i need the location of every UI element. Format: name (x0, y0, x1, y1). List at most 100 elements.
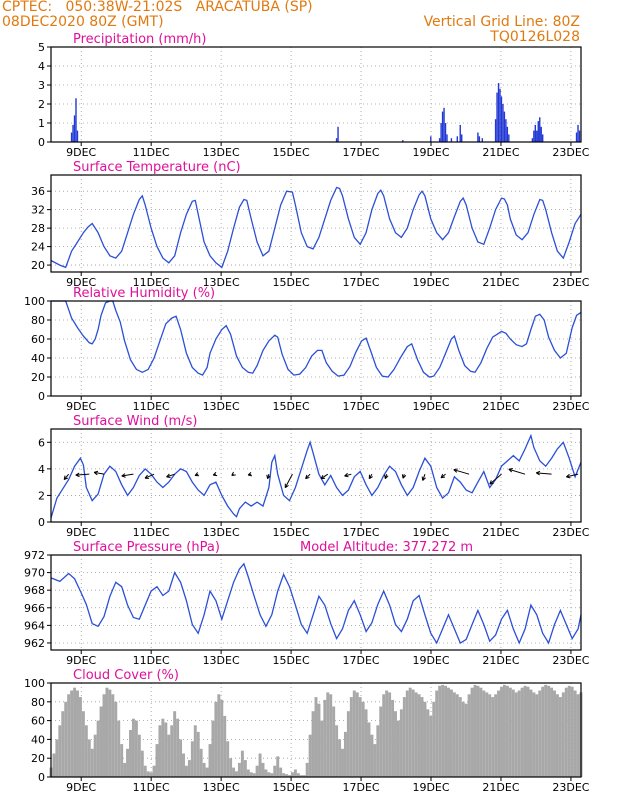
precip-bar (430, 136, 432, 142)
cloud-bar (570, 686, 574, 777)
cloud-bar (408, 687, 412, 777)
cloud-bar (126, 748, 130, 777)
cloud-bar (467, 694, 471, 777)
x-tick-label: 19DEC (412, 276, 449, 289)
cloud-bar (299, 775, 303, 777)
y-tick-label: 972 (24, 549, 45, 562)
cloud-bar (146, 771, 150, 777)
y-tick-label: 36 (31, 185, 45, 198)
cloud-bar (235, 771, 238, 777)
precip-bar (446, 134, 448, 142)
cloud-bar (323, 699, 327, 777)
precip-bar (540, 126, 542, 142)
cloud-bar (187, 760, 191, 777)
model-code: TQ0126L028 (490, 29, 580, 45)
cloud-bar (93, 734, 97, 777)
x-tick-label: 19DEC (412, 781, 449, 794)
wind-arrow (536, 472, 552, 475)
cloud-bar (532, 692, 536, 777)
cloud-bar (311, 711, 315, 777)
wind-arrow (144, 473, 155, 479)
cloud-bar (514, 692, 518, 777)
cloud-bar (561, 692, 565, 777)
model-altitude: Model Altitude: 377.272 m (300, 540, 473, 555)
cloud-bar (402, 697, 406, 777)
wind-arrow (121, 473, 134, 477)
x-tick-label: 19DEC (412, 654, 449, 667)
cloud-bar (152, 765, 156, 777)
precip-bar (499, 88, 501, 142)
x-tick-label: 23DEC (552, 146, 589, 159)
cloud-bar (550, 687, 554, 777)
panel-title-wind: Surface Wind (m/s) (73, 414, 197, 429)
cloud-bar (314, 697, 318, 777)
cloud-bar (199, 748, 203, 777)
cloud-bar (558, 697, 562, 777)
precip-bar (477, 132, 479, 142)
cloud-bar (441, 684, 445, 777)
cloud-bar (193, 725, 197, 777)
cloud-bar (164, 722, 168, 777)
precip-bar (533, 130, 535, 142)
cloud-bar (391, 699, 395, 777)
cloud-bar (364, 709, 368, 777)
cloud-bar (573, 690, 577, 777)
x-tick-label: 21DEC (482, 526, 519, 539)
x-tick-label: 11DEC (133, 146, 170, 159)
plot-frame (50, 554, 582, 651)
y-tick-label: 20 (31, 752, 45, 765)
cloud-bar (358, 697, 362, 777)
x-tick-label: 15DEC (273, 276, 310, 289)
y-tick-label: 2 (38, 489, 45, 502)
y-tick-label: 60 (31, 715, 45, 728)
cloud-bar (576, 694, 580, 777)
cloud-bar (346, 711, 350, 777)
cloud-bar (140, 750, 144, 777)
x-tick-label: 21DEC (482, 654, 519, 667)
x-tick-label: 13DEC (203, 276, 240, 289)
cloud-bar (137, 734, 141, 777)
cloud-bar (541, 686, 545, 777)
cloud-bar (444, 685, 448, 777)
cloud-bar (449, 689, 453, 777)
cloud-bar (76, 690, 79, 777)
x-tick-label: 11DEC (133, 276, 170, 289)
y-tick-label: 0 (38, 771, 45, 784)
cloud-bar (417, 694, 421, 777)
cloud-bar (237, 762, 241, 777)
cloud-bar (411, 689, 415, 777)
wind-arrow (63, 473, 70, 480)
x-tick-label: 17DEC (342, 146, 379, 159)
cloud-bar (420, 697, 424, 777)
cloud-bar (249, 772, 253, 777)
cloud-bar (367, 722, 371, 777)
plot-frame (50, 428, 582, 523)
vertical-grid-line-label: Vertical Grid Line: 80Z (423, 14, 580, 30)
wind-arrow (344, 473, 352, 477)
cloud-bar (538, 690, 542, 777)
temp-series-line (50, 186, 582, 269)
cloud-bar (114, 701, 118, 777)
rh-series-line (51, 300, 582, 378)
precip-bar (539, 117, 541, 142)
x-tick-label: 23DEC (552, 654, 589, 667)
cloud-bar (214, 701, 218, 777)
x-tick-label: 19DEC (412, 400, 449, 413)
precip-bar (496, 92, 498, 142)
cloud-bar (473, 684, 477, 777)
cloud-bar (52, 753, 56, 777)
y-tick-label: 5 (38, 41, 45, 54)
cloud-bar (282, 773, 286, 777)
precip-bar (500, 96, 503, 142)
y-tick-label: 100 (24, 295, 45, 308)
cloud-bar (81, 711, 85, 777)
panel-title-precip: Precipitation (mm/h) (73, 32, 206, 47)
cloud-bar (155, 744, 159, 777)
cloud-bar (143, 765, 147, 777)
x-tick-label: 23DEC (552, 781, 589, 794)
cloud-bar (361, 701, 365, 777)
wind-arrow-head (194, 472, 200, 477)
y-tick-label: 0 (38, 516, 45, 529)
cloud-bar (131, 718, 135, 777)
cloud-bar (502, 684, 506, 777)
